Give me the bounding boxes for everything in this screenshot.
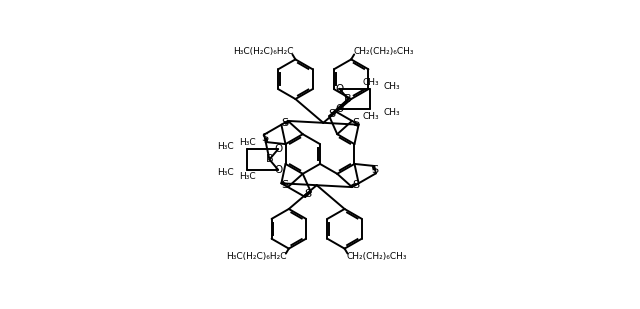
Text: CH₃: CH₃ <box>384 108 401 116</box>
Text: O: O <box>274 144 282 154</box>
Text: H₃C(H₂C)₆H₂C: H₃C(H₂C)₆H₂C <box>227 252 287 261</box>
Text: S: S <box>261 133 268 143</box>
Text: S: S <box>305 189 312 200</box>
Text: S: S <box>328 108 335 119</box>
Text: O: O <box>335 104 344 114</box>
Text: CH₃: CH₃ <box>362 112 379 121</box>
Text: O: O <box>274 165 282 175</box>
Text: CH₂(CH₂)₆CH₃: CH₂(CH₂)₆CH₃ <box>347 252 407 261</box>
Text: H₃C: H₃C <box>217 142 234 151</box>
Text: S: S <box>372 165 379 175</box>
Text: H₃C: H₃C <box>239 138 255 147</box>
Text: H₃C: H₃C <box>239 172 255 181</box>
Text: B: B <box>266 154 273 164</box>
Text: H₃C: H₃C <box>217 168 234 177</box>
Text: H₃C(H₂C)₆H₂C: H₃C(H₂C)₆H₂C <box>233 47 293 56</box>
Text: CH₃: CH₃ <box>362 78 379 87</box>
Text: S: S <box>281 180 288 190</box>
Text: CH₂(CH₂)₆CH₃: CH₂(CH₂)₆CH₃ <box>353 47 413 56</box>
Text: S: S <box>352 118 359 128</box>
Text: O: O <box>335 84 344 94</box>
Text: S: S <box>352 180 359 190</box>
Text: S: S <box>281 118 288 128</box>
Text: CH₃: CH₃ <box>384 82 401 91</box>
Text: B: B <box>344 94 352 104</box>
